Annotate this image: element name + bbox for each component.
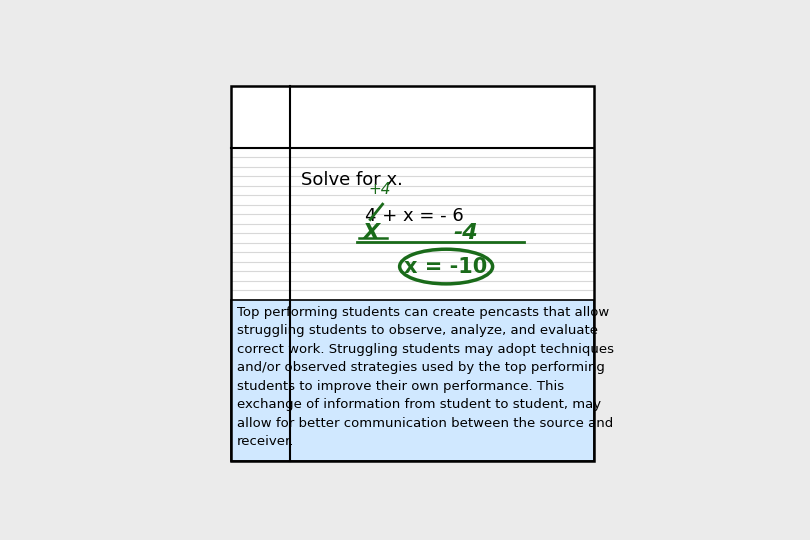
Text: x = -10: x = -10 — [404, 256, 488, 276]
Bar — [232, 86, 595, 148]
Text: -4: -4 — [454, 222, 479, 242]
Text: +4: +4 — [369, 182, 391, 197]
Bar — [232, 148, 595, 300]
Bar — [232, 300, 595, 461]
Text: Solve for x.: Solve for x. — [301, 171, 403, 189]
Text: X: X — [362, 222, 380, 242]
Text: Top performing students can create pencasts that allow
struggling students to ob: Top performing students can create penca… — [237, 306, 614, 448]
Text: 4 + x = - 6: 4 + x = - 6 — [364, 207, 463, 225]
Bar — [232, 86, 595, 461]
